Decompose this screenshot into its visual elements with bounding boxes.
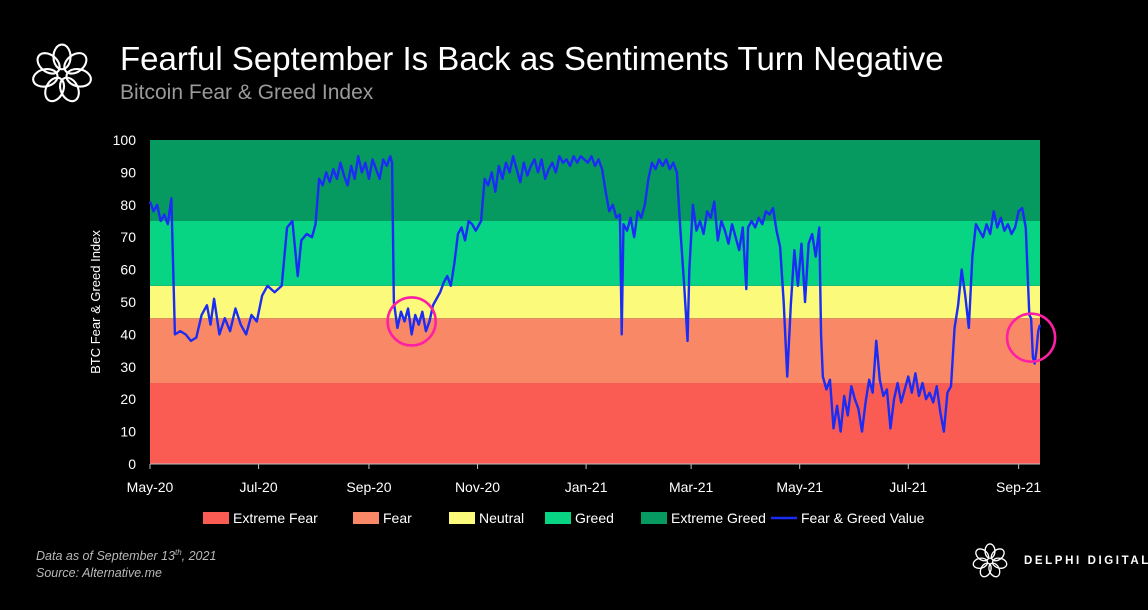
y-tick-labels: 0 10 20 30 40 50 60 70 80 90 100 — [113, 132, 137, 472]
data-as-of-prefix: Data as of September 13 — [36, 549, 175, 564]
x-tick-label: Sep-20 — [346, 479, 391, 495]
x-tick-label: Nov-20 — [455, 479, 500, 495]
x-tick-label: Sep-21 — [996, 479, 1041, 495]
footer-notes: Data as of September 13th, 2021 Source: … — [36, 544, 216, 582]
y-tick-label: 50 — [120, 294, 136, 310]
legend-label: Extreme Greed — [671, 510, 766, 526]
x-tick-label: May-20 — [127, 479, 174, 495]
sentiment-bands — [150, 140, 1040, 464]
data-as-of-suffix: , 2021 — [181, 549, 217, 564]
y-tick-label: 60 — [120, 262, 136, 278]
band-extreme-fear — [150, 383, 1040, 464]
x-tick-label: Jul-20 — [240, 479, 278, 495]
legend-swatch — [641, 512, 667, 524]
y-tick-label: 40 — [120, 326, 136, 342]
axes — [149, 463, 1040, 469]
highlight-circle — [386, 296, 437, 347]
legend-swatch — [203, 512, 229, 524]
highlight-circle — [1005, 312, 1057, 363]
highlight-circles — [386, 296, 1057, 363]
y-tick-label: 10 — [120, 424, 136, 440]
legend-item-extreme-fear: Extreme Fear — [203, 510, 318, 526]
x-tick-labels: May-20 Jul-20 Sep-20 Nov-20 Jan-21 Mar-21 May-… — [127, 479, 1042, 495]
y-tick-label: 100 — [113, 132, 137, 148]
delphi-brand-icon — [972, 543, 1008, 578]
series-line-fear-greed-value — [148, 155, 1042, 433]
brand: DELPHI DIGITAL — [968, 539, 1148, 585]
legend-item-fear-greed-value: Fear & Greed Value — [771, 510, 925, 526]
x-tick-label: Jul-21 — [889, 479, 927, 495]
legend-item-neutral: Neutral — [449, 510, 524, 526]
x-tick-label: Mar-21 — [669, 479, 714, 495]
legend-item-greed: Greed — [545, 510, 614, 526]
legend-label: Fear — [383, 510, 412, 526]
legend-swatch — [545, 512, 571, 524]
legend-label: Neutral — [479, 510, 524, 526]
y-tick-label: 80 — [120, 197, 136, 213]
series-layer — [148, 155, 1042, 433]
delphi-logo-icon — [32, 43, 92, 103]
legend-label: Fear & Greed Value — [801, 510, 925, 526]
fear-greed-chart: 0 10 20 30 40 50 60 70 80 90 100 May-20 Jul-20 Sep-2… — [88, 132, 1057, 526]
chart-title: Fearful September Is Back as Sentiments … — [120, 40, 944, 77]
chart-subtitle: Bitcoin Fear & Greed Index — [120, 81, 374, 104]
band-extreme-greed — [150, 140, 1040, 221]
legend-swatch — [353, 512, 379, 524]
legend-swatch — [449, 512, 475, 524]
y-tick-label: 20 — [120, 391, 136, 407]
legend-label: Extreme Fear — [233, 510, 318, 526]
y-tick-label: 30 — [120, 359, 136, 375]
y-tick-label: 70 — [120, 229, 136, 245]
data-as-of-note: Data as of September 13th, 2021 — [36, 544, 216, 565]
legend-item-extreme-greed: Extreme Greed — [641, 510, 766, 526]
legend-label: Greed — [575, 510, 614, 526]
y-tick-label: 0 — [128, 456, 136, 472]
y-tick-label: 90 — [120, 164, 136, 180]
x-tick-label: Jan-21 — [565, 479, 608, 495]
x-tick-label: May-21 — [776, 479, 823, 495]
y-axis-label: BTC Fear & Greed Index — [88, 230, 103, 374]
source-note: Source: Alternative.me — [36, 566, 162, 581]
band-fear — [150, 318, 1040, 383]
legend-item-fear: Fear — [353, 510, 412, 526]
brand-name: DELPHI DIGITAL — [1024, 555, 1148, 567]
data-as-of-sup: th — [174, 548, 182, 557]
band-neutral — [150, 285, 1040, 319]
legend: Extreme Fear Fear Neutral Greed Extreme Gree… — [203, 510, 925, 526]
